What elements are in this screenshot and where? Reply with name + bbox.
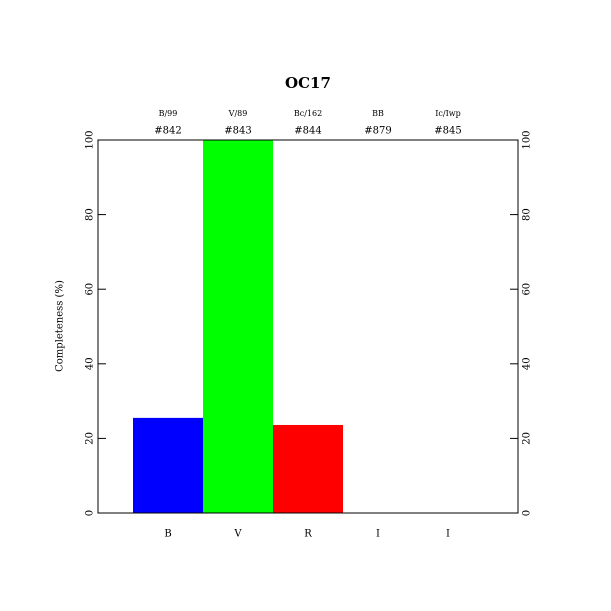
y-tick-label: 40: [85, 357, 96, 370]
y2-tick-label: 0: [522, 510, 533, 516]
y-tick-label: 60: [85, 283, 96, 296]
y2-tick-label: 100: [522, 130, 533, 149]
y2-tick-label: 40: [522, 357, 533, 370]
y-tick-label: 100: [85, 130, 96, 149]
bar: [273, 424, 343, 513]
x-tick-label: I: [376, 529, 380, 540]
x-tick-label: V: [233, 529, 242, 540]
bar: [133, 417, 203, 513]
filter-label: B/99: [159, 109, 178, 118]
id-label: #845: [434, 126, 461, 137]
y-tick-label: 20: [85, 432, 96, 445]
id-label: #842: [154, 126, 181, 137]
x-tick-label: R: [304, 529, 312, 540]
bar: [203, 140, 273, 513]
id-label: #879: [364, 126, 391, 137]
id-label: #843: [224, 126, 251, 137]
y2-tick-label: 60: [522, 283, 533, 296]
y2-tick-label: 80: [522, 208, 533, 221]
plot-frame: [97, 139, 519, 514]
id-label: #844: [294, 126, 321, 137]
filter-label: V/89: [228, 109, 248, 118]
y-axis-label: Completeness (%): [55, 280, 66, 372]
x-tick-label: I: [446, 529, 450, 540]
chart-title: OC17: [285, 74, 331, 92]
filter-label: Bc/162: [294, 109, 322, 118]
filter-label: BB: [372, 109, 384, 118]
y-tick-label: 0: [85, 510, 96, 516]
y-tick-label: 80: [85, 208, 96, 221]
y2-tick-label: 20: [522, 432, 533, 445]
x-tick-label: B: [164, 529, 171, 540]
filter-label: Ic/Iwp: [435, 109, 460, 118]
